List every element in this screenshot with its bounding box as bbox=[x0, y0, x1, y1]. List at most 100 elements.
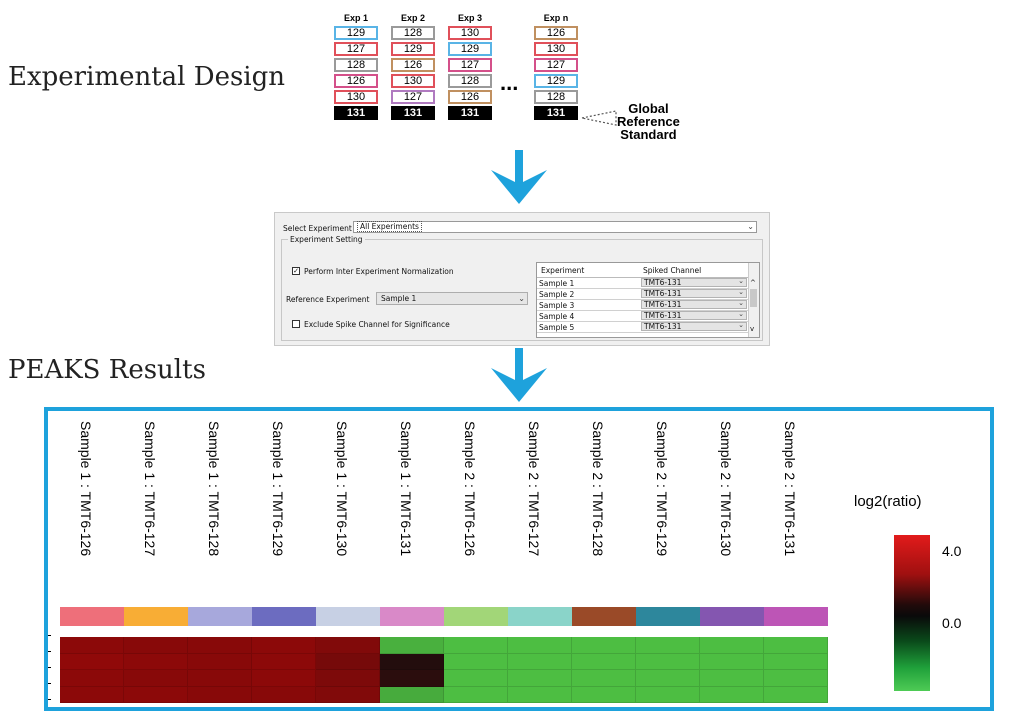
channel-cell: 128 bbox=[334, 58, 378, 72]
heatmap-cell bbox=[508, 686, 572, 703]
heatmap-cell bbox=[700, 653, 764, 670]
heatmap-cell bbox=[764, 670, 828, 687]
table-scrollbar[interactable]: ^ v bbox=[748, 263, 759, 337]
heatmap-cell bbox=[444, 670, 508, 687]
exclude-spike-checkbox[interactable] bbox=[292, 320, 300, 328]
experimental-design-title: Experimental Design bbox=[8, 62, 286, 92]
column-label: Sample 2 : TMT6-126 bbox=[444, 421, 508, 601]
heatmap-cell bbox=[508, 653, 572, 670]
heatmap-cell bbox=[188, 686, 252, 703]
sample-color-bar bbox=[444, 607, 508, 626]
global-ref-line-2: Reference bbox=[617, 114, 680, 129]
heatmap-cell bbox=[252, 686, 316, 703]
heatmap-cell bbox=[700, 637, 764, 654]
spiked-channel-table: Experiment Spiked Channel Sample 1 TMT6-1… bbox=[536, 262, 760, 338]
channel-cell: 127 bbox=[391, 90, 435, 104]
chevron-down-icon: ⌄ bbox=[738, 299, 744, 307]
heatmap-cell bbox=[252, 637, 316, 654]
reference-experiment-dropdown[interactable]: Sample 1 ⌄ bbox=[376, 292, 528, 305]
heatmap-cell bbox=[636, 637, 700, 654]
heatmap-cell bbox=[764, 653, 828, 670]
column-label-text: Sample 1 : TMT6-129 bbox=[270, 421, 286, 557]
column-label-text: Sample 1 : TMT6-130 bbox=[334, 421, 350, 557]
heatmap-cell bbox=[572, 637, 636, 654]
channel-cell: 129 bbox=[334, 26, 378, 40]
table-header: Experiment Spiked Channel bbox=[537, 263, 759, 278]
table-row[interactable]: Sample 4 TMT6-131 ⌄ bbox=[537, 311, 759, 322]
table-row[interactable]: Sample 5 TMT6-131 ⌄ bbox=[537, 322, 759, 333]
heatmap-cell bbox=[572, 686, 636, 703]
column-label: Sample 1 : TMT6-128 bbox=[188, 421, 252, 601]
table-body: Sample 1 TMT6-131 ⌄ Sample 2 TMT6-131 ⌄ Sample… bbox=[537, 278, 759, 333]
spiked-channel-dropdown[interactable]: TMT6-131 ⌄ bbox=[641, 311, 747, 320]
scroll-thumb[interactable] bbox=[750, 289, 757, 307]
channel-cell: 126 bbox=[534, 26, 578, 40]
heatmap-cell bbox=[316, 670, 380, 687]
spiked-channel-value: TMT6-131 bbox=[644, 322, 682, 331]
heatmap-cell bbox=[700, 686, 764, 703]
column-label: Sample 1 : TMT6-127 bbox=[124, 421, 188, 601]
heatmap-cell bbox=[444, 637, 508, 654]
table-row[interactable]: Sample 1 TMT6-131 ⌄ bbox=[537, 278, 759, 289]
column-label: Sample 2 : TMT6-127 bbox=[508, 421, 572, 601]
column-label-text: Sample 2 : TMT6-130 bbox=[718, 421, 734, 557]
sample-color-bar bbox=[188, 607, 252, 626]
reference-channel-cell: 131 bbox=[448, 106, 492, 120]
experiment-header: Exp n bbox=[543, 13, 569, 23]
sample-color-bar bbox=[124, 607, 188, 626]
column-label: Sample 1 : TMT6-130 bbox=[316, 421, 380, 601]
heatmap-cell bbox=[636, 686, 700, 703]
row-tick bbox=[48, 699, 51, 700]
heatmap-cell bbox=[444, 653, 508, 670]
spiked-channel-dropdown[interactable]: TMT6-131 ⌄ bbox=[641, 289, 747, 298]
normalization-checkbox[interactable]: ✓ bbox=[292, 267, 300, 275]
column-label-text: Sample 1 : TMT6-127 bbox=[142, 421, 158, 557]
ellipsis: ... bbox=[500, 70, 519, 95]
row-tick bbox=[48, 651, 51, 652]
channel-cell: 127 bbox=[448, 58, 492, 72]
chevron-down-icon: ⌄ bbox=[738, 321, 744, 329]
spiked-channel-dropdown[interactable]: TMT6-131 ⌄ bbox=[641, 278, 747, 287]
channel-cell: 128 bbox=[391, 26, 435, 40]
select-experiment-dropdown[interactable]: All Experiments ⌄ bbox=[353, 221, 757, 233]
sample-color-bar bbox=[60, 607, 124, 626]
sample-color-bar bbox=[764, 607, 828, 626]
scroll-up-icon[interactable]: ^ bbox=[750, 279, 756, 287]
legend-mid-label: 0.0 bbox=[942, 615, 962, 631]
heatmap-cell bbox=[380, 653, 444, 670]
table-row[interactable]: Sample 3 TMT6-131 ⌄ bbox=[537, 300, 759, 311]
heatmap-cell bbox=[60, 653, 124, 670]
experiment-column-header: Experiment bbox=[541, 266, 585, 275]
channel-cell: 130 bbox=[534, 42, 578, 56]
row-tick-marks bbox=[48, 631, 54, 701]
heatmap-cell bbox=[508, 637, 572, 654]
spiked-channel-column-header: Spiked Channel bbox=[643, 266, 702, 275]
sample-color-bar bbox=[636, 607, 700, 626]
scroll-down-icon[interactable]: v bbox=[750, 325, 755, 333]
legend-title: log2(ratio) bbox=[854, 493, 922, 510]
channel-cell: 130 bbox=[448, 26, 492, 40]
column-label-text: Sample 2 : TMT6-131 bbox=[782, 421, 798, 557]
spiked-channel-dropdown[interactable]: TMT6-131 ⌄ bbox=[641, 300, 747, 309]
heatmap-cell bbox=[380, 670, 444, 687]
spiked-channel-dropdown[interactable]: TMT6-131 ⌄ bbox=[641, 322, 747, 331]
channel-cell: 127 bbox=[334, 42, 378, 56]
channel-cell: 130 bbox=[334, 90, 378, 104]
row-tick bbox=[48, 667, 51, 668]
reference-channel-cell: 131 bbox=[391, 106, 435, 120]
spiked-channel-value: TMT6-131 bbox=[644, 278, 682, 287]
experiment-cell: Sample 2 bbox=[539, 290, 575, 299]
heatmap-cell bbox=[444, 686, 508, 703]
peaks-results-title: PEAKS Results bbox=[8, 355, 206, 385]
sample-color-bar bbox=[508, 607, 572, 626]
table-row[interactable]: Sample 2 TMT6-131 ⌄ bbox=[537, 289, 759, 300]
chevron-down-icon: ⌄ bbox=[747, 222, 754, 231]
column-label-text: Sample 1 : TMT6-126 bbox=[78, 421, 94, 557]
reference-connector-icon bbox=[581, 110, 617, 126]
column-label-text: Sample 2 : TMT6-129 bbox=[654, 421, 670, 557]
channel-cell: 128 bbox=[448, 74, 492, 88]
column-label-text: Sample 1 : TMT6-128 bbox=[206, 421, 222, 557]
heatmap-cell bbox=[764, 686, 828, 703]
heatmap-cell bbox=[124, 653, 188, 670]
heatmap-cell bbox=[636, 670, 700, 687]
